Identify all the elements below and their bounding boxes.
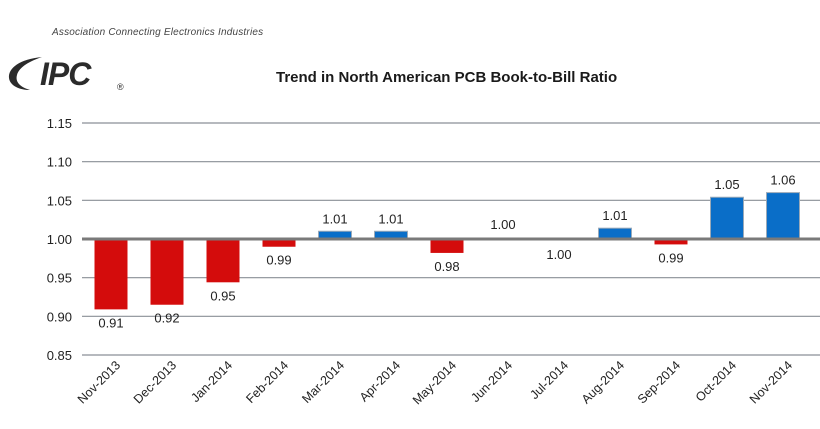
x-tick-label: Jun-2014 (468, 358, 515, 405)
bar-aug-2014 (598, 227, 632, 240)
tagline: Association Connecting Electronics Indus… (52, 27, 264, 38)
bar-oct-2014 (710, 196, 744, 240)
bars (94, 192, 800, 310)
y-axis-ticks: 1.15 1.10 1.05 1.00 0.95 0.90 0.85 (47, 116, 72, 363)
y-tick-label: 1.05 (47, 193, 72, 208)
data-label: 1.06 (770, 173, 795, 188)
x-tick-label: Nov-2013 (75, 358, 123, 406)
x-tick-label: Jan-2014 (188, 358, 235, 405)
data-label: 0.98 (434, 259, 459, 274)
x-tick-label: Sep-2014 (635, 358, 683, 406)
data-label: 1.01 (378, 211, 403, 226)
y-tick-label: 1.15 (47, 116, 72, 131)
logo-swoosh-icon (8, 57, 42, 90)
data-label: 1.05 (714, 177, 739, 192)
x-tick-label: Apr-2014 (357, 358, 403, 404)
x-axis-ticks: Nov-2013 Dec-2013 Jan-2014 Feb-2014 Mar-2014… (75, 358, 795, 407)
y-tick-label: 0.85 (47, 348, 72, 363)
bar-sep-2014 (654, 239, 688, 245)
x-tick-label: Oct-2014 (693, 358, 739, 404)
x-tick-label: Aug-2014 (579, 358, 627, 406)
data-label: 0.99 (266, 253, 291, 268)
y-tick-label: 1.00 (47, 232, 72, 247)
data-label: 1.00 (546, 247, 571, 262)
y-tick-label: 0.95 (47, 271, 72, 286)
data-label: 1.01 (602, 208, 627, 223)
y-tick-label: 0.90 (47, 309, 72, 324)
bar-dec-2013 (150, 239, 184, 305)
x-tick-label: Jul-2014 (527, 358, 571, 402)
x-tick-label: Nov-2014 (747, 358, 795, 406)
data-label: 1.00 (490, 217, 515, 232)
data-labels: 0.91 0.92 0.95 0.99 1.01 1.01 0.98 1.00 1.00 1.01… (98, 173, 795, 331)
data-label: 0.99 (658, 250, 683, 265)
ipc-logo: IPC ® (6, 52, 126, 96)
data-label: 0.91 (98, 315, 123, 330)
x-tick-label: Dec-2013 (131, 358, 179, 406)
x-tick-label: May-2014 (410, 358, 459, 407)
data-label: 1.01 (322, 211, 347, 226)
x-tick-label: Mar-2014 (299, 358, 347, 406)
y-tick-label: 1.10 (47, 155, 72, 170)
bar-may-2014 (430, 239, 464, 253)
bar-nov-2013 (94, 239, 128, 310)
bar-nov-2014 (766, 192, 800, 240)
bar-jan-2014 (206, 239, 240, 283)
registered-mark: ® (117, 82, 124, 92)
logo-text: IPC (40, 56, 91, 92)
data-label: 0.92 (154, 311, 179, 326)
x-tick-label: Feb-2014 (243, 358, 291, 406)
chart-title: Trend in North American PCB Book-to-Bill… (276, 69, 618, 86)
bar-feb-2014 (262, 239, 296, 247)
gridlines (82, 122, 820, 356)
data-label: 0.95 (210, 288, 235, 303)
